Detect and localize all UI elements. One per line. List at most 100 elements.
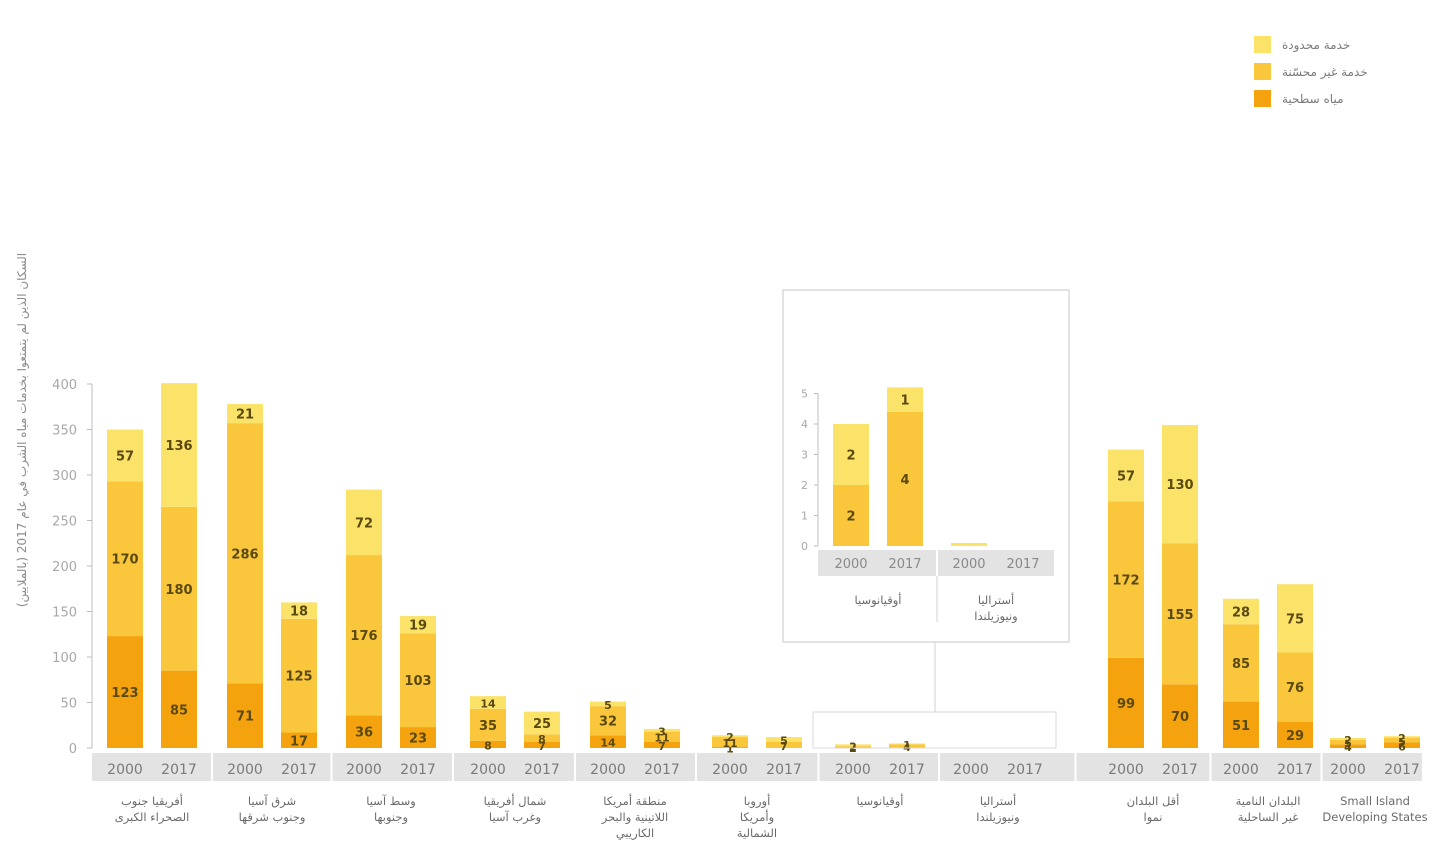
group-label: أقل البلدان نموا [1127, 793, 1180, 825]
bar-segment-limited [644, 728, 680, 732]
data-label: 35 [479, 719, 497, 734]
data-label: 75 [1286, 612, 1304, 627]
x-tick-label-year: 2017 [1384, 762, 1420, 778]
bar-segment-unimproved [1277, 652, 1313, 722]
bar-segment-unimproved [1223, 624, 1259, 702]
data-label: 176 [350, 629, 377, 644]
data-label: 2 [1344, 734, 1352, 747]
group-label: أفريقيا جنوب الصحراء الكبرى [115, 793, 190, 825]
data-label: 5 [1344, 737, 1352, 750]
x-tick-label-year: 2017 [644, 762, 680, 778]
bar-segment-unimproved [1162, 543, 1198, 685]
y-tick-label: 0 [69, 742, 77, 757]
inset-group-label: أستراليا ونيوزيلندا [974, 592, 1017, 624]
bar-segment-unimproved [281, 618, 317, 733]
bar-segment-surface [161, 670, 197, 748]
bar-segment-unimproved [835, 746, 871, 748]
data-label: 136 [165, 439, 192, 454]
bar-segment-limited [1108, 449, 1144, 502]
bar-segment-unimproved [346, 555, 382, 716]
group-label: أوروبا وأمريكا الشمالية [737, 793, 777, 840]
data-label: 72 [355, 516, 373, 531]
bar-segment-surface [1162, 684, 1198, 748]
data-label: 29 [1286, 729, 1304, 744]
x-tick-label-year: 2000 [470, 762, 506, 778]
y-tick-label: 250 [52, 515, 77, 530]
data-label: 5 [1398, 735, 1406, 748]
data-label: 57 [116, 449, 134, 464]
bar-segment-limited [712, 735, 748, 738]
bar-segment-limited [470, 696, 506, 709]
data-label: 71 [236, 710, 254, 725]
inset-x-tick-label-year: 2000 [834, 557, 867, 572]
bar-segment-unimproved [712, 737, 748, 748]
bar-segment-surface [1384, 742, 1420, 748]
data-label: 51 [1232, 719, 1250, 734]
data-label: 17 [290, 734, 308, 749]
data-label: 172 [1112, 574, 1139, 589]
bar-segment-unimproved [400, 633, 436, 728]
data-label: 1 [726, 743, 734, 756]
data-label: 57 [1117, 469, 1135, 484]
bar-segment-limited [1277, 584, 1313, 653]
data-label: 7 [658, 740, 666, 753]
x-tick-label-year: 2017 [1277, 762, 1313, 778]
legend-label: مياه سطحية [1282, 92, 1344, 106]
bar-segment-limited [1223, 598, 1259, 625]
data-label: 155 [1166, 608, 1193, 623]
data-label: 28 [1232, 606, 1250, 621]
bar-segment-surface [227, 683, 263, 748]
bar-segment-unimproved [470, 708, 506, 741]
bar-segment-surface [644, 741, 680, 748]
x-tick-label-year: 2017 [400, 762, 436, 778]
inset-group-label: أوقيانوسيا [855, 592, 902, 608]
data-label: 8 [484, 739, 492, 752]
data-label: 14 [600, 737, 616, 750]
bar-segment-limited [1330, 737, 1366, 740]
legend-label: خدمة محدودة [1282, 38, 1350, 53]
data-label: 21 [236, 408, 254, 423]
bar-segment-limited [346, 489, 382, 556]
group-label: أستراليا ونيوزيلندا [976, 793, 1019, 825]
bar-segment-unimproved [1108, 501, 1144, 658]
bar-segment-surface [1108, 657, 1144, 748]
inset-zoom-box [812, 711, 1057, 749]
data-label: 123 [111, 686, 138, 701]
bar-segment-unimproved [227, 423, 263, 684]
bar-segment-unimproved [766, 741, 802, 748]
data-label: 32 [599, 715, 617, 730]
y-axis-label: السكان الذين لم يتمتعوا بخدمات مياه الشر… [15, 253, 30, 607]
bar-segment-surface [281, 732, 317, 748]
inset-data-label: 1 [900, 394, 909, 409]
bar-segment-limited [590, 701, 626, 707]
data-label: 25 [533, 717, 551, 732]
y-tick-label: 300 [52, 469, 77, 484]
legend-swatch [1254, 90, 1271, 107]
bar-segment-limited [107, 429, 143, 482]
data-label: 18 [290, 605, 308, 620]
data-label: 170 [111, 553, 138, 568]
bar-segment-limited [1162, 424, 1198, 544]
inset-data-label: 4 [900, 473, 909, 488]
data-label: 8 [538, 733, 546, 746]
bar-segment-surface [590, 735, 626, 748]
bar-segment-unimproved [524, 734, 560, 742]
inset-x-tick-label-year: 2017 [888, 557, 921, 572]
data-label: 76 [1286, 681, 1304, 696]
data-label: 85 [1232, 657, 1250, 672]
y-tick-label: 400 [52, 378, 77, 393]
data-label: 2 [849, 742, 857, 755]
data-label: 5 [604, 699, 612, 712]
data-label: 180 [165, 583, 192, 598]
x-tick-label-year: 2000 [1223, 762, 1259, 778]
data-label: 7 [780, 740, 788, 753]
bar-segment-limited [889, 743, 925, 745]
bar-segment-limited [1384, 736, 1420, 738]
data-label: 2 [1398, 732, 1406, 745]
bar-segment-unimproved [644, 731, 680, 742]
data-label: 23 [409, 732, 427, 747]
legend-swatch [1254, 36, 1271, 53]
data-label: 7 [538, 740, 546, 753]
bar-segment-surface [107, 636, 143, 748]
bar-segment-surface [1223, 701, 1259, 748]
